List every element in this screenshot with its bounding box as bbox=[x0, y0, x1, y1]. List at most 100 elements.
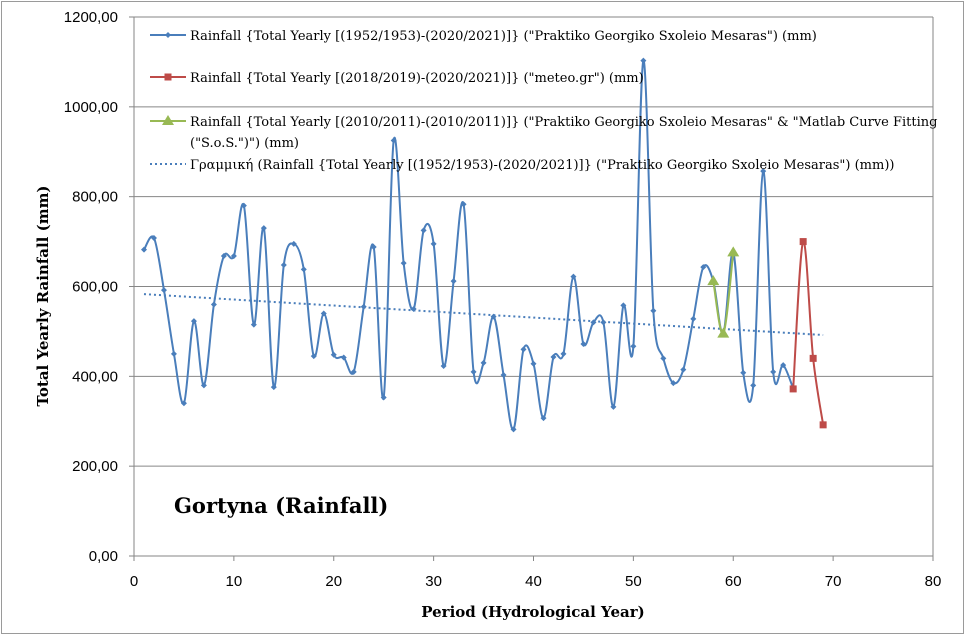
legend-label: Rainfall {Total Yearly [(1952/1953)-(202… bbox=[190, 29, 817, 44]
data-point bbox=[470, 368, 477, 375]
data-point bbox=[700, 264, 707, 271]
data-point bbox=[280, 261, 287, 268]
data-point bbox=[540, 415, 547, 422]
data-point bbox=[707, 275, 720, 286]
data-point bbox=[640, 57, 647, 64]
data-point bbox=[430, 240, 437, 247]
y-tick-label: 1000,00 bbox=[64, 99, 118, 116]
legend-label: Γραμμική (Rainfall {Total Yearly [(1952/… bbox=[190, 158, 894, 173]
legend: Rainfall {Total Yearly [(1952/1953)-(202… bbox=[150, 29, 937, 173]
data-point bbox=[490, 313, 497, 320]
data-point bbox=[170, 350, 177, 357]
data-point bbox=[580, 340, 587, 347]
data-point bbox=[320, 310, 327, 317]
data-point bbox=[690, 315, 697, 322]
x-tick-label: 20 bbox=[325, 573, 342, 590]
x-axis-title: Period (Hydrological Year) bbox=[421, 603, 644, 621]
data-point bbox=[789, 385, 797, 393]
data-point bbox=[230, 252, 237, 259]
x-tick-label: 30 bbox=[425, 573, 442, 590]
series-2 bbox=[707, 246, 740, 338]
legend-marker bbox=[165, 32, 171, 38]
data-point bbox=[550, 354, 557, 361]
data-point bbox=[140, 246, 147, 253]
legend-marker bbox=[164, 73, 172, 81]
legend-label: ("S.o.S.")") (mm) bbox=[190, 136, 299, 151]
x-tick-labels: 0 10 20 30 40 50 60 70 80 bbox=[130, 573, 942, 590]
data-point bbox=[610, 403, 617, 410]
data-point bbox=[620, 302, 627, 309]
axes bbox=[129, 16, 934, 561]
x-tick-label: 70 bbox=[825, 573, 842, 590]
data-point bbox=[250, 321, 257, 328]
trendline bbox=[143, 293, 824, 337]
data-point bbox=[717, 327, 730, 338]
series-line bbox=[792, 240, 825, 425]
data-point bbox=[380, 394, 387, 401]
x-tick-label: 0 bbox=[130, 573, 138, 590]
legend-label: Rainfall {Total Yearly [(2010/2011)-(201… bbox=[190, 115, 937, 130]
data-point bbox=[260, 225, 267, 232]
data-point bbox=[560, 350, 567, 357]
data-point bbox=[370, 243, 377, 250]
data-point bbox=[770, 368, 777, 375]
data-point bbox=[570, 273, 577, 280]
data-point bbox=[290, 240, 297, 247]
data-point bbox=[590, 319, 597, 326]
series-line bbox=[143, 59, 795, 431]
data-point bbox=[650, 307, 657, 314]
data-point bbox=[200, 382, 207, 389]
legend-entry-1: Rainfall {Total Yearly [(2018/2019)-(202… bbox=[150, 71, 644, 86]
data-point bbox=[190, 318, 197, 325]
data-point bbox=[727, 246, 740, 257]
data-point bbox=[500, 371, 507, 378]
data-point bbox=[150, 234, 157, 241]
data-point bbox=[819, 421, 827, 429]
data-point bbox=[400, 260, 407, 267]
data-point bbox=[420, 227, 427, 234]
y-tick-label: 800,00 bbox=[72, 189, 118, 206]
data-point bbox=[210, 301, 217, 308]
legend-marker bbox=[162, 115, 174, 125]
data-point bbox=[480, 359, 487, 366]
legend-entry-3: Γραμμική (Rainfall {Total Yearly [(1952/… bbox=[150, 158, 894, 173]
data-point bbox=[360, 303, 367, 310]
data-point bbox=[670, 380, 677, 387]
data-point bbox=[340, 354, 347, 361]
y-tick-label: 400,00 bbox=[72, 368, 118, 385]
data-point bbox=[630, 343, 637, 350]
y-tick-label: 600,00 bbox=[72, 279, 118, 296]
data-point bbox=[510, 426, 517, 433]
data-point bbox=[390, 137, 397, 144]
data-point bbox=[160, 287, 167, 294]
chart-annotation: Gortyna (Rainfall) bbox=[174, 493, 388, 518]
y-tick-labels: 0,00 200,00 400,00 600,00 800,00 1000,00 1200,… bbox=[64, 9, 118, 565]
data-point bbox=[760, 168, 767, 175]
y-tick-label: 0,00 bbox=[89, 548, 118, 565]
data-point bbox=[740, 369, 747, 376]
data-point bbox=[809, 354, 817, 362]
plot-series bbox=[140, 57, 827, 433]
data-point bbox=[220, 252, 227, 259]
data-point bbox=[750, 382, 757, 389]
data-point bbox=[270, 384, 277, 391]
series-1 bbox=[789, 238, 827, 429]
y-tick-label: 200,00 bbox=[72, 458, 118, 475]
data-point bbox=[330, 351, 337, 358]
data-point bbox=[350, 368, 357, 375]
data-point bbox=[240, 202, 247, 209]
data-point bbox=[530, 360, 537, 367]
series-3 bbox=[143, 293, 824, 337]
data-point bbox=[600, 319, 607, 326]
data-point bbox=[680, 366, 687, 373]
data-point bbox=[799, 238, 807, 246]
data-point bbox=[780, 362, 787, 369]
legend-label: Rainfall {Total Yearly [(2018/2019)-(202… bbox=[190, 71, 644, 86]
x-tick-label: 60 bbox=[725, 573, 742, 590]
x-tick-label: 50 bbox=[625, 573, 642, 590]
data-point bbox=[520, 346, 527, 353]
data-point bbox=[410, 305, 417, 312]
legend-entry-2: Rainfall {Total Yearly [(2010/2011)-(201… bbox=[150, 115, 937, 151]
x-tick-label: 40 bbox=[525, 573, 542, 590]
data-point bbox=[310, 353, 317, 360]
